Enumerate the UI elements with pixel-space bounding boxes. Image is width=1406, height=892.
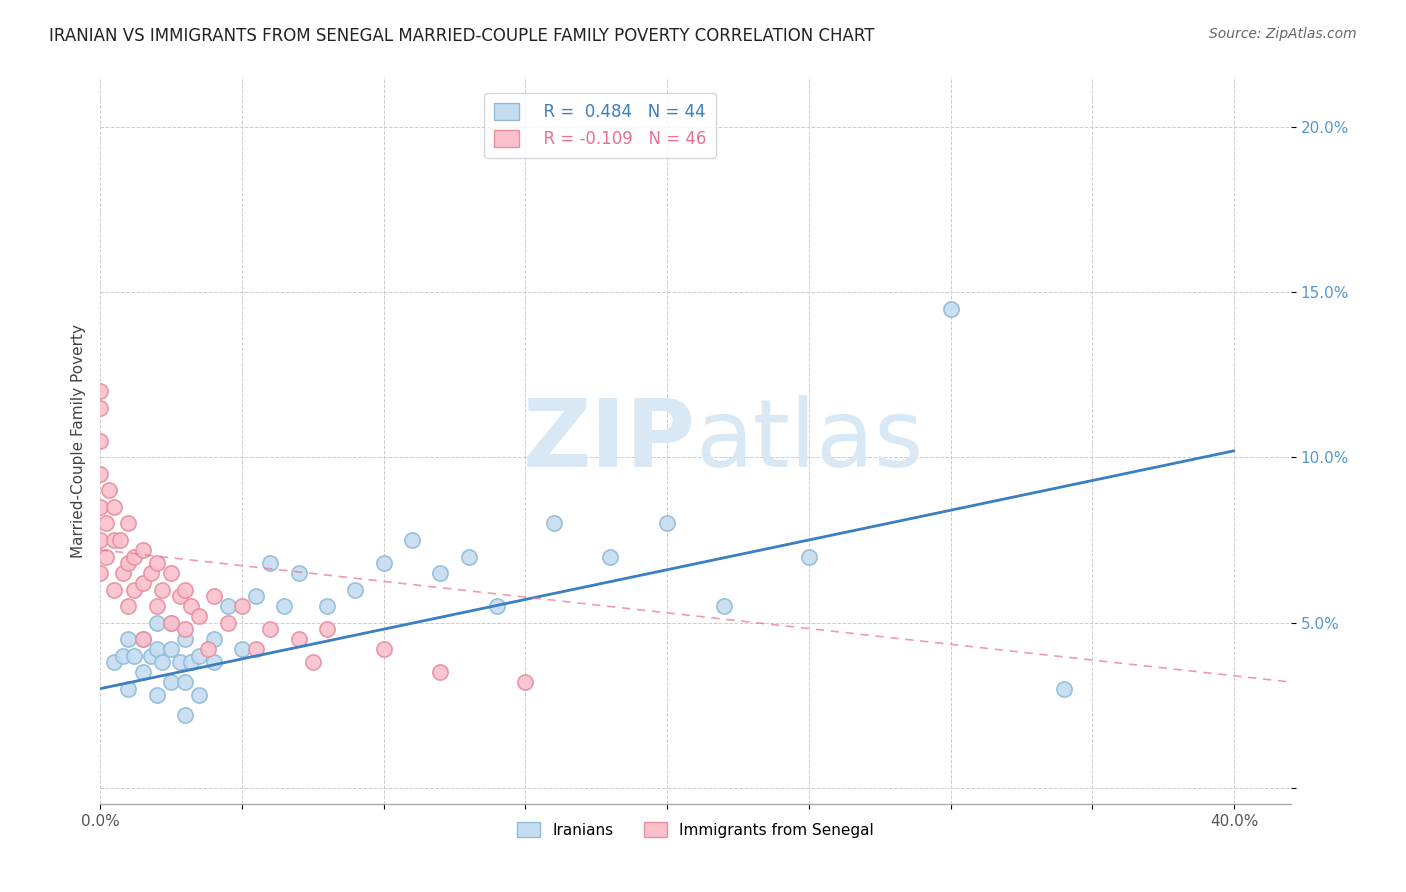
Point	[180, 655, 202, 669]
Point	[245, 642, 267, 657]
Point	[103, 500, 125, 514]
Point	[316, 622, 339, 636]
Point	[188, 688, 211, 702]
Point	[97, 483, 120, 498]
Text: ZIP: ZIP	[523, 395, 696, 487]
Point	[89, 434, 111, 448]
Point	[131, 665, 153, 680]
Point	[287, 566, 309, 580]
Point	[117, 556, 139, 570]
Text: Source: ZipAtlas.com: Source: ZipAtlas.com	[1209, 27, 1357, 41]
Point	[146, 615, 169, 630]
Point	[117, 516, 139, 531]
Point	[245, 589, 267, 603]
Point	[89, 500, 111, 514]
Point	[174, 632, 197, 646]
Point	[169, 655, 191, 669]
Point	[259, 622, 281, 636]
Point	[174, 675, 197, 690]
Point	[94, 549, 117, 564]
Point	[103, 655, 125, 669]
Point	[146, 642, 169, 657]
Point	[197, 642, 219, 657]
Point	[131, 632, 153, 646]
Point	[146, 556, 169, 570]
Point	[160, 615, 183, 630]
Point	[457, 549, 479, 564]
Point	[429, 665, 451, 680]
Point	[89, 384, 111, 399]
Point	[141, 648, 163, 663]
Point	[1053, 681, 1076, 696]
Point	[713, 599, 735, 613]
Point	[152, 655, 174, 669]
Text: IRANIAN VS IMMIGRANTS FROM SENEGAL MARRIED-COUPLE FAMILY POVERTY CORRELATION CHA: IRANIAN VS IMMIGRANTS FROM SENEGAL MARRI…	[49, 27, 875, 45]
Point	[131, 632, 153, 646]
Point	[316, 599, 339, 613]
Point	[146, 599, 169, 613]
Point	[301, 655, 323, 669]
Point	[122, 648, 145, 663]
Point	[188, 648, 211, 663]
Point	[599, 549, 621, 564]
Point	[202, 632, 225, 646]
Point	[89, 566, 111, 580]
Point	[169, 589, 191, 603]
Point	[543, 516, 565, 531]
Point	[202, 655, 225, 669]
Point	[89, 401, 111, 415]
Point	[131, 542, 153, 557]
Point	[160, 642, 183, 657]
Text: atlas: atlas	[696, 395, 924, 487]
Point	[797, 549, 820, 564]
Point	[174, 582, 197, 597]
Point	[122, 582, 145, 597]
Point	[160, 615, 183, 630]
Point	[485, 599, 508, 613]
Point	[373, 642, 395, 657]
Point	[103, 533, 125, 547]
Point	[117, 599, 139, 613]
Point	[117, 632, 139, 646]
Point	[146, 688, 169, 702]
Point	[131, 576, 153, 591]
Point	[160, 566, 183, 580]
Point	[117, 681, 139, 696]
Point	[939, 301, 962, 316]
Point	[103, 582, 125, 597]
Point	[344, 582, 367, 597]
Point	[373, 556, 395, 570]
Point	[401, 533, 423, 547]
Point	[217, 599, 239, 613]
Point	[89, 533, 111, 547]
Point	[174, 622, 197, 636]
Point	[429, 566, 451, 580]
Point	[122, 549, 145, 564]
Point	[152, 582, 174, 597]
Point	[273, 599, 295, 613]
Point	[160, 675, 183, 690]
Point	[259, 556, 281, 570]
Point	[287, 632, 309, 646]
Point	[89, 467, 111, 481]
Point	[111, 566, 134, 580]
Point	[188, 609, 211, 624]
Point	[515, 675, 537, 690]
Point	[108, 533, 131, 547]
Point	[231, 599, 253, 613]
Point	[174, 708, 197, 723]
Y-axis label: Married-Couple Family Poverty: Married-Couple Family Poverty	[72, 324, 86, 558]
Point	[180, 599, 202, 613]
Point	[202, 589, 225, 603]
Point	[141, 566, 163, 580]
Point	[217, 615, 239, 630]
Point	[94, 516, 117, 531]
Point	[655, 516, 678, 531]
Point	[111, 648, 134, 663]
Point	[231, 642, 253, 657]
Legend: Iranians, Immigrants from Senegal: Iranians, Immigrants from Senegal	[510, 815, 880, 844]
